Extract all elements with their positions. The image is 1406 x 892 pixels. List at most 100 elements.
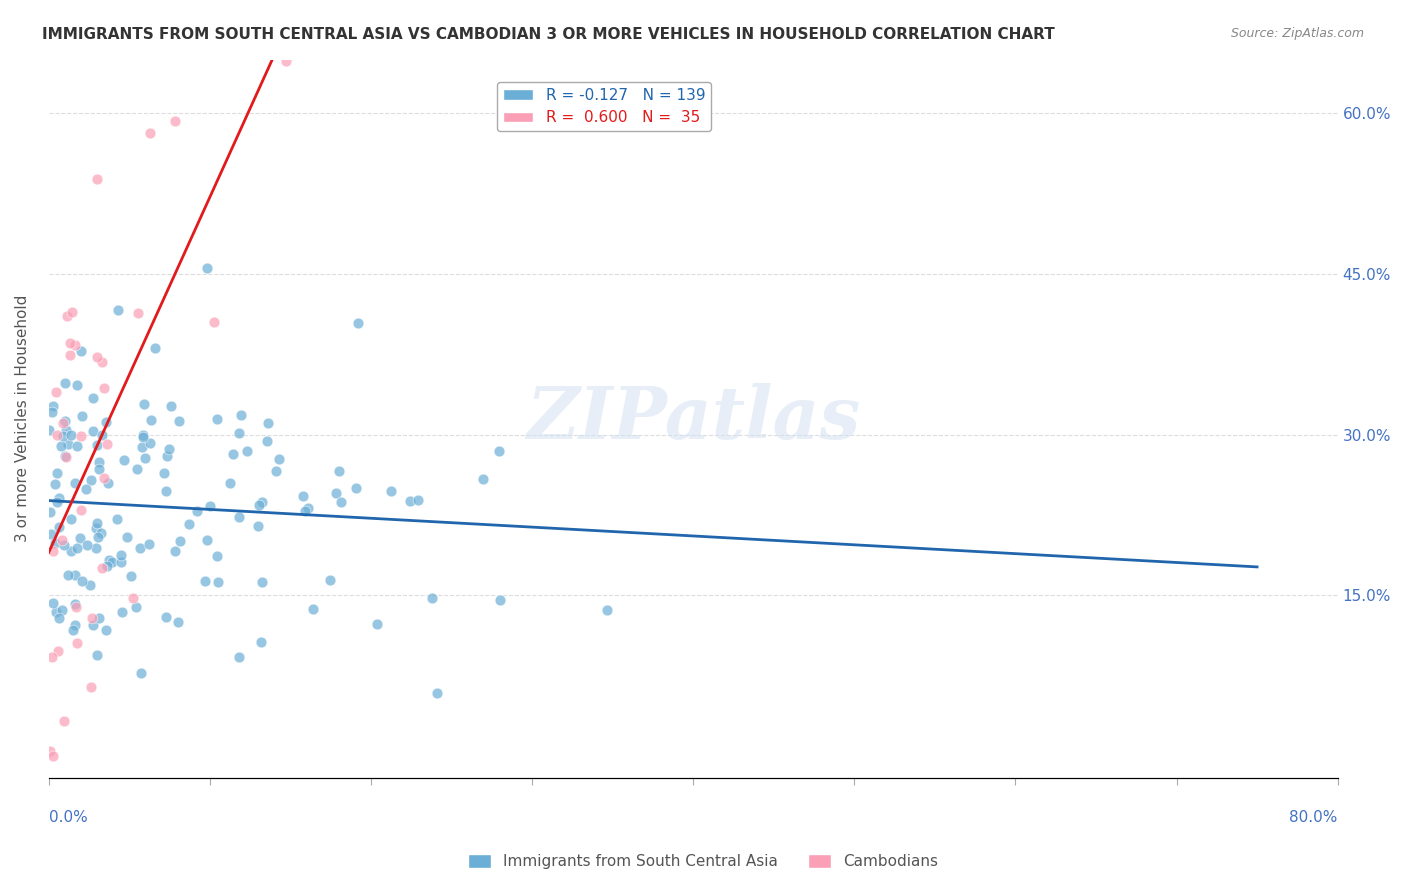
Immigrants from South Central Asia	[297, 501, 319, 516]
Immigrants from South Central Asia	[143, 341, 166, 355]
Immigrants from South Central Asia	[159, 399, 181, 413]
Immigrants from South Central Asia	[222, 447, 245, 461]
Legend: R = -0.127   N = 139, R =  0.600   N =  35: R = -0.127 N = 139, R = 0.600 N = 35	[496, 81, 711, 131]
Immigrants from South Central Asia	[38, 505, 60, 519]
Immigrants from South Central Asia	[256, 434, 278, 448]
Immigrants from South Central Asia	[489, 593, 512, 607]
Immigrants from South Central Asia	[112, 453, 135, 467]
Immigrants from South Central Asia	[90, 428, 112, 442]
Immigrants from South Central Asia	[48, 491, 70, 505]
Immigrants from South Central Asia	[129, 666, 152, 681]
Immigrants from South Central Asia	[319, 573, 342, 587]
Text: 0.0%: 0.0%	[49, 810, 87, 825]
Cambodians	[46, 644, 69, 658]
Immigrants from South Central Asia	[167, 615, 190, 630]
Immigrants from South Central Asia	[86, 438, 108, 452]
Text: IMMIGRANTS FROM SOUTH CENTRAL ASIA VS CAMBODIAN 3 OR MORE VEHICLES IN HOUSEHOLD : IMMIGRANTS FROM SOUTH CENTRAL ASIA VS CA…	[42, 27, 1054, 42]
Cambodians	[80, 610, 103, 624]
Immigrants from South Central Asia	[52, 429, 75, 443]
Immigrants from South Central Asia	[86, 516, 108, 530]
Immigrants from South Central Asia	[329, 495, 352, 509]
Immigrants from South Central Asia	[51, 603, 73, 617]
Immigrants from South Central Asia	[96, 559, 118, 574]
Immigrants from South Central Asia	[82, 391, 104, 405]
Immigrants from South Central Asia	[247, 498, 270, 512]
Immigrants from South Central Asia	[66, 378, 89, 392]
Immigrants from South Central Asia	[138, 435, 160, 450]
Immigrants from South Central Asia	[63, 568, 86, 582]
Cambodians	[70, 503, 93, 517]
Immigrants from South Central Asia	[101, 555, 124, 569]
Cambodians	[121, 591, 143, 605]
Immigrants from South Central Asia	[347, 317, 370, 331]
Immigrants from South Central Asia	[250, 495, 273, 509]
Cambodians	[86, 171, 108, 186]
Immigrants from South Central Asia	[229, 408, 252, 422]
Immigrants from South Central Asia	[52, 538, 75, 552]
Immigrants from South Central Asia	[63, 475, 86, 490]
Immigrants from South Central Asia	[157, 442, 180, 457]
Immigrants from South Central Asia	[66, 541, 89, 555]
Cambodians	[202, 315, 225, 329]
Immigrants from South Central Asia	[58, 568, 80, 582]
Immigrants from South Central Asia	[48, 520, 70, 534]
Immigrants from South Central Asia	[84, 541, 107, 556]
Text: ZIPatlas: ZIPatlas	[526, 383, 860, 454]
Immigrants from South Central Asia	[97, 475, 120, 490]
Immigrants from South Central Asia	[186, 503, 208, 517]
Cambodians	[86, 350, 108, 364]
Immigrants from South Central Asia	[63, 618, 86, 632]
Immigrants from South Central Asia	[59, 512, 82, 526]
Immigrants from South Central Asia	[55, 423, 77, 437]
Cambodians	[60, 305, 83, 319]
Immigrants from South Central Asia	[207, 575, 229, 590]
Immigrants from South Central Asia	[82, 424, 104, 438]
Immigrants from South Central Asia	[153, 466, 176, 480]
Immigrants from South Central Asia	[426, 686, 449, 700]
Immigrants from South Central Asia	[41, 405, 63, 419]
Immigrants from South Central Asia	[219, 475, 242, 490]
Immigrants from South Central Asia	[236, 443, 259, 458]
Cambodians	[65, 600, 87, 615]
Legend: Immigrants from South Central Asia, Cambodians: Immigrants from South Central Asia, Camb…	[461, 848, 945, 875]
Immigrants from South Central Asia	[110, 555, 132, 569]
Immigrants from South Central Asia	[65, 597, 87, 611]
Immigrants from South Central Asia	[98, 553, 121, 567]
Immigrants from South Central Asia	[267, 452, 290, 467]
Immigrants from South Central Asia	[246, 519, 269, 533]
Cambodians	[80, 680, 103, 694]
Immigrants from South Central Asia	[84, 521, 107, 535]
Immigrants from South Central Asia	[325, 486, 347, 500]
Immigrants from South Central Asia	[53, 376, 76, 391]
Immigrants from South Central Asia	[406, 492, 429, 507]
Immigrants from South Central Asia	[42, 596, 65, 610]
Immigrants from South Central Asia	[69, 531, 91, 545]
Immigrants from South Central Asia	[163, 544, 186, 558]
Immigrants from South Central Asia	[44, 476, 66, 491]
Immigrants from South Central Asia	[94, 624, 117, 638]
Cambodians	[63, 337, 86, 351]
Cambodians	[274, 54, 297, 68]
Immigrants from South Central Asia	[44, 536, 66, 550]
Immigrants from South Central Asia	[46, 467, 69, 481]
Immigrants from South Central Asia	[134, 450, 156, 465]
Immigrants from South Central Asia	[45, 605, 67, 619]
Immigrants from South Central Asia	[399, 493, 422, 508]
Immigrants from South Central Asia	[129, 541, 152, 555]
Immigrants from South Central Asia	[107, 303, 129, 318]
Immigrants from South Central Asia	[294, 504, 316, 518]
Immigrants from South Central Asia	[75, 482, 97, 496]
Cambodians	[93, 471, 115, 485]
Immigrants from South Central Asia	[80, 473, 103, 487]
Cambodians	[127, 305, 149, 319]
Immigrants from South Central Asia	[70, 344, 93, 359]
Immigrants from South Central Asia	[105, 511, 128, 525]
Immigrants from South Central Asia	[132, 427, 155, 442]
Immigrants from South Central Asia	[291, 489, 314, 503]
Immigrants from South Central Asia	[125, 462, 148, 476]
Cambodians	[165, 114, 187, 128]
Immigrants from South Central Asia	[79, 578, 101, 592]
Immigrants from South Central Asia	[194, 574, 217, 588]
Immigrants from South Central Asia	[41, 527, 63, 541]
Cambodians	[46, 427, 69, 442]
